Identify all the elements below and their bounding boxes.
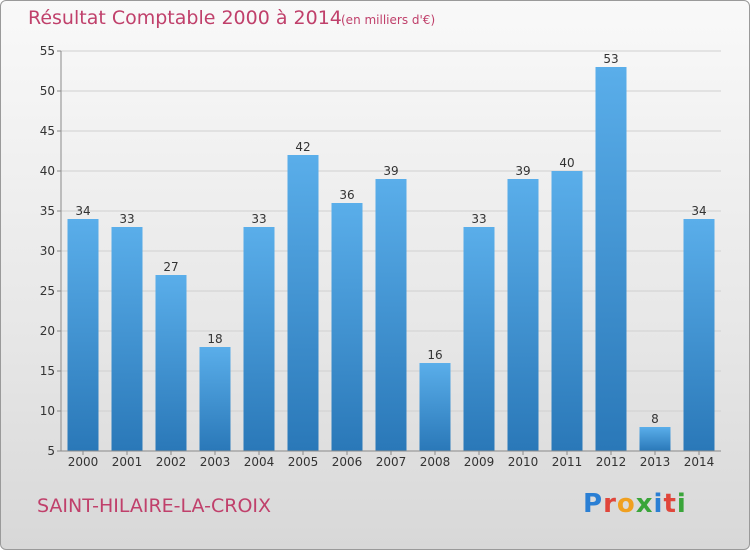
bar-value-label: 27 — [163, 260, 178, 274]
x-tick-label: 2010 — [508, 455, 539, 469]
y-tick-label: 40 — [40, 164, 55, 178]
y-tick-label: 15 — [40, 364, 55, 378]
bar-2011 — [551, 171, 583, 451]
bar-2012 — [595, 67, 627, 451]
y-tick-label: 20 — [40, 324, 55, 338]
x-tick-label: 2009 — [464, 455, 495, 469]
bar-value-label: 34 — [691, 204, 706, 218]
y-tick-label: 45 — [40, 124, 55, 138]
bar-value-label: 8 — [651, 412, 659, 426]
x-tick-label: 2002 — [156, 455, 187, 469]
bar-2013 — [639, 427, 671, 451]
bar-2000 — [67, 219, 99, 451]
y-tick-label: 55 — [40, 44, 55, 58]
bar-value-label: 39 — [515, 164, 530, 178]
chart-subtitle: (en milliers d'€) — [341, 13, 436, 27]
x-tick-label: 2004 — [244, 455, 275, 469]
bar-2002 — [155, 275, 187, 451]
bar-2003 — [199, 347, 231, 451]
bar-2005 — [287, 155, 319, 451]
bar-2008 — [419, 363, 451, 451]
bar-value-label: 39 — [383, 164, 398, 178]
y-tick-label: 30 — [40, 244, 55, 258]
bar-2010 — [507, 179, 539, 451]
bar-value-label: 42 — [295, 140, 310, 154]
x-tick-label: 2005 — [288, 455, 319, 469]
bar-2006 — [331, 203, 363, 451]
x-tick-label: 2000 — [68, 455, 99, 469]
y-tick-label: 10 — [40, 404, 55, 418]
bar-2007 — [375, 179, 407, 451]
bar-value-label: 34 — [75, 204, 90, 218]
bar-2004 — [243, 227, 275, 451]
x-tick-label: 2001 — [112, 455, 143, 469]
x-tick-label: 2014 — [684, 455, 715, 469]
bar-value-label: 36 — [339, 188, 354, 202]
logo-letter: x — [635, 489, 654, 519]
x-tick-label: 2012 — [596, 455, 627, 469]
logo-letter: r — [603, 489, 617, 519]
bar-value-label: 33 — [119, 212, 134, 226]
labels: 5 10 15 20 25 30 35 40 45 50 55 34 2000 33 2001 27 2002 1… — [40, 44, 715, 469]
bars — [67, 67, 715, 451]
x-tick-label: 2007 — [376, 455, 407, 469]
y-tick-label: 25 — [40, 284, 55, 298]
x-tick-label: 2003 — [200, 455, 231, 469]
x-tick-label: 2011 — [552, 455, 583, 469]
y-tick-label: 50 — [40, 84, 55, 98]
bar-2009 — [463, 227, 495, 451]
bar-2014 — [683, 219, 715, 451]
place-name: SAINT-HILAIRE-LA-CROIX — [37, 495, 272, 517]
logo-letter: i — [653, 489, 664, 519]
bar-2001 — [111, 227, 143, 451]
bar-value-label: 18 — [207, 332, 222, 346]
y-tick-label: 5 — [47, 444, 55, 458]
bar-value-label: 40 — [559, 156, 574, 170]
logo-letter: i — [676, 489, 687, 519]
bar-value-label: 53 — [603, 52, 618, 66]
logo-letter: t — [663, 489, 677, 519]
y-tick-label: 35 — [40, 204, 55, 218]
logo-letter: o — [616, 489, 636, 519]
axes — [57, 50, 721, 455]
chart-title: Résultat Comptable 2000 à 2014 — [28, 7, 342, 29]
logo-letter: P — [583, 489, 604, 519]
proxiti-logo: Proxiti — [583, 489, 687, 519]
x-tick-label: 2008 — [420, 455, 451, 469]
x-tick-label: 2006 — [332, 455, 363, 469]
bar-value-label: 33 — [251, 212, 266, 226]
bar-value-label: 16 — [427, 348, 442, 362]
x-tick-label: 2013 — [640, 455, 671, 469]
bar-value-label: 33 — [471, 212, 486, 226]
